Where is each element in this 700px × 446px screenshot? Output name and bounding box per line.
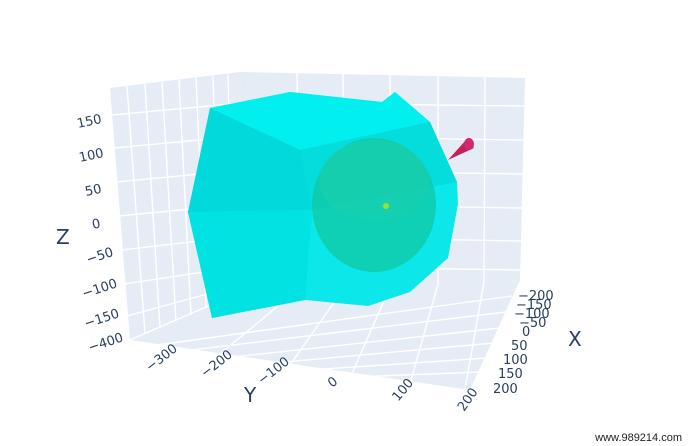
svg-text:50: 50: [511, 339, 528, 354]
svg-text:0: 0: [522, 325, 530, 340]
svg-text:150: 150: [498, 367, 523, 382]
svg-text:100: 100: [503, 353, 528, 368]
svg-text:−200: −200: [518, 289, 554, 304]
z-axis-label: Z: [56, 225, 70, 249]
y-axis-label: Y: [243, 383, 257, 407]
svg-text:0: 0: [325, 374, 341, 391]
svg-text:200: 200: [493, 382, 518, 397]
svg-text:150: 150: [76, 112, 103, 132]
svg-text:0: 0: [91, 217, 102, 233]
center-point[interactable]: [383, 203, 389, 209]
x-axis-ticks: −200 −150 −100 −50 0 50 100 150 200: [493, 289, 554, 397]
svg-text:−50: −50: [85, 245, 116, 268]
svg-text:50: 50: [84, 182, 103, 200]
svg-text:−400: −400: [87, 331, 126, 356]
svg-text:−50: −50: [519, 316, 546, 331]
svg-text:−150: −150: [83, 307, 122, 332]
svg-text:200: 200: [455, 385, 482, 414]
sphere[interactable]: [312, 138, 436, 272]
svg-text:−100: −100: [514, 307, 550, 322]
watermark: www.989214.com: [595, 432, 682, 444]
svg-text:−150: −150: [516, 298, 552, 313]
svg-text:−100: −100: [81, 277, 120, 302]
svg-text:100: 100: [78, 146, 105, 166]
x-axis-label: X: [568, 327, 582, 351]
direction-cone[interactable]: [448, 138, 474, 160]
svg-text:−300: −300: [143, 341, 180, 375]
